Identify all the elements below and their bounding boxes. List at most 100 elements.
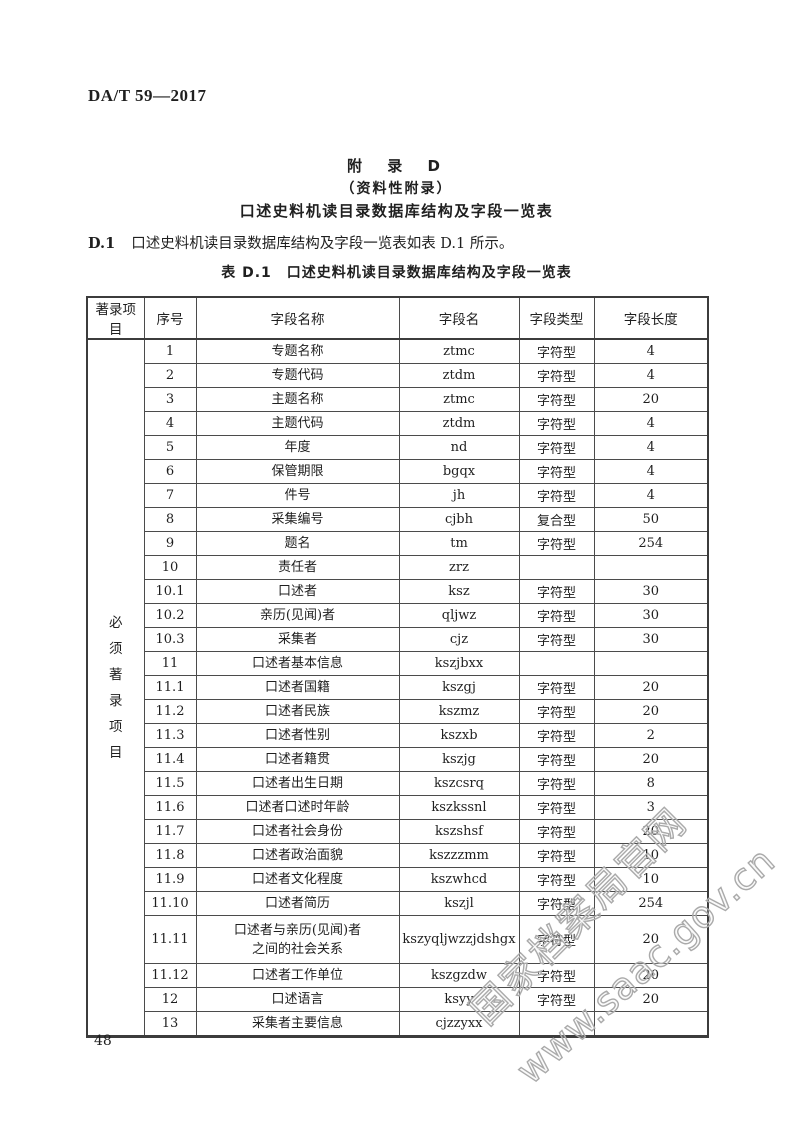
cell-no: 4 [143,411,197,436]
cell-len: 30 [593,579,709,604]
cell-name: 口述者简历 [195,891,400,916]
cell-type: 字符型 [518,579,595,604]
table-row: 5 年度 nd 字符型 4 [87,435,709,460]
page-number: 48 [94,1033,112,1049]
table-row: 必须著录项目 1 专题名称 ztmc 字符型 4 [86,338,709,1037]
cell-type: 字符型 [518,411,595,436]
column-header: 著录项目 [86,296,145,340]
cell-name: 口述者口述时年龄 [195,795,400,820]
cell-type: 字符型 [518,723,595,748]
cell-field: cjz [398,627,520,652]
cell-field: ztdm [398,363,520,388]
cell-name: 采集者主要信息 [195,1011,400,1037]
cell-name: 主题代码 [195,411,400,436]
cell-len: 20 [593,747,709,772]
column-header: 字段名称 [195,296,400,340]
cell-no: 9 [143,531,197,556]
table-row: 11.4 口述者籍贯 kszjg 字符型 20 [87,747,709,772]
cell-name: 口述者基本信息 [195,651,400,676]
column-header: 序号 [143,296,197,340]
cell-field: kszxb [398,723,520,748]
table-row: 11.11 口述者与亲历(见闻)者 之间的社会关系 kszyqljwzzjdshgx… [87,915,709,964]
table-row: 3 主题名称 ztmc 字符型 20 [87,387,709,412]
cell-type: 字符型 [518,627,595,652]
table-caption: 表 D.1 口述史料机读目录数据库结构及字段一览表 [221,265,572,281]
cell-len: 4 [593,338,709,364]
cell-field: cjzzyxx [398,1011,520,1037]
cell-type: 字符型 [518,771,595,796]
standard-code: DA/T 59—2017 [88,86,207,105]
cell-no: 11.8 [143,843,197,868]
cell-name: 采集者 [195,627,400,652]
appendix-heading: 附 录 D [347,157,446,175]
cell-no: 10 [143,555,197,580]
table-row: 9 题名 tm 字符型 254 [87,531,709,556]
cell-type: 字符型 [518,603,595,628]
cell-field: cjbh [398,507,520,532]
appendix-subject-title: 口述史料机读目录数据库结构及字段一览表 [239,202,554,220]
cell-no: 10.3 [143,627,197,652]
cell-no: 10.2 [143,603,197,628]
cell-type: 字符型 [518,435,595,460]
cell-type: 字符型 [518,675,595,700]
cell-field: ztmc [398,338,520,364]
cell-len: 4 [593,435,709,460]
cell-type: 字符型 [518,483,595,508]
cell-type: 字符型 [518,747,595,772]
table-row: 10.3 采集者 cjz 字符型 30 [87,627,709,652]
cell-len: 20 [593,819,709,844]
cell-field: kszkssnl [398,795,520,820]
cell-type: 字符型 [518,338,595,364]
table-row: 6 保管期限 bgqx 字符型 4 [87,459,709,484]
field-list-table: 著录项目 序号 字段名称 字段名 字段类型 字段长度 必须著录项目 1 专题名称 ztmc 字符型… [86,296,709,1038]
cell-no: 11.9 [143,867,197,892]
table-header-row: 著录项目 序号 字段名称 字段名 字段类型 字段长度 [86,296,709,340]
cell-no: 1 [143,338,197,364]
cell-no: 10.1 [143,579,197,604]
cell-len: 50 [593,507,709,532]
group-label-cell: 必须著录项目 [86,338,145,1037]
cell-name: 专题代码 [195,363,400,388]
cell-name: 口述者民族 [195,699,400,724]
cell-len: 4 [593,363,709,388]
cell-field: tm [398,531,520,556]
cell-field: kszwhcd [398,867,520,892]
cell-name: 口述者性别 [195,723,400,748]
cell-type: 字符型 [518,387,595,412]
cell-len: 20 [593,963,709,988]
table-row: 11.2 口述者民族 kszmz 字符型 20 [87,699,709,724]
cell-field: nd [398,435,520,460]
column-header: 字段长度 [593,296,709,340]
cell-len: 254 [593,891,709,916]
cell-name: 件号 [195,483,400,508]
cell-no: 5 [143,435,197,460]
cell-name: 年度 [195,435,400,460]
cell-no: 12 [143,987,197,1012]
cell-len: 20 [593,987,709,1012]
cell-no: 11.11 [143,915,197,964]
cell-field: kszjg [398,747,520,772]
cell-field: kszjbxx [398,651,520,676]
cell-type: 字符型 [518,531,595,556]
cell-name: 口述者籍贯 [195,747,400,772]
table-row: 11.1 口述者国籍 kszgj 字符型 20 [87,675,709,700]
table-row: 10.2 亲历(见闻)者 qljwz 字符型 30 [87,603,709,628]
cell-len: 4 [593,459,709,484]
table-row: 11.12 口述者工作单位 kszgzdw 字符型 20 [87,963,709,988]
cell-field: kszgj [398,675,520,700]
cell-no: 11 [143,651,197,676]
cell-name: 亲历(见闻)者 [195,603,400,628]
cell-type: 字符型 [518,699,595,724]
appendix-note: （资料性附录） [340,181,453,197]
cell-len: 20 [593,675,709,700]
cell-field: zrz [398,555,520,580]
cell-field: jh [398,483,520,508]
column-header: 字段类型 [518,296,595,340]
cell-no: 11.7 [143,819,197,844]
cell-type: 复合型 [518,507,595,532]
cell-name: 口述者国籍 [195,675,400,700]
cell-field: kszyqljwzzjdshgx [398,915,520,964]
cell-len: 2 [593,723,709,748]
table-row: 4 主题代码 ztdm 字符型 4 [87,411,709,436]
table-row: 11.5 口述者出生日期 kszcsrq 字符型 8 [87,771,709,796]
